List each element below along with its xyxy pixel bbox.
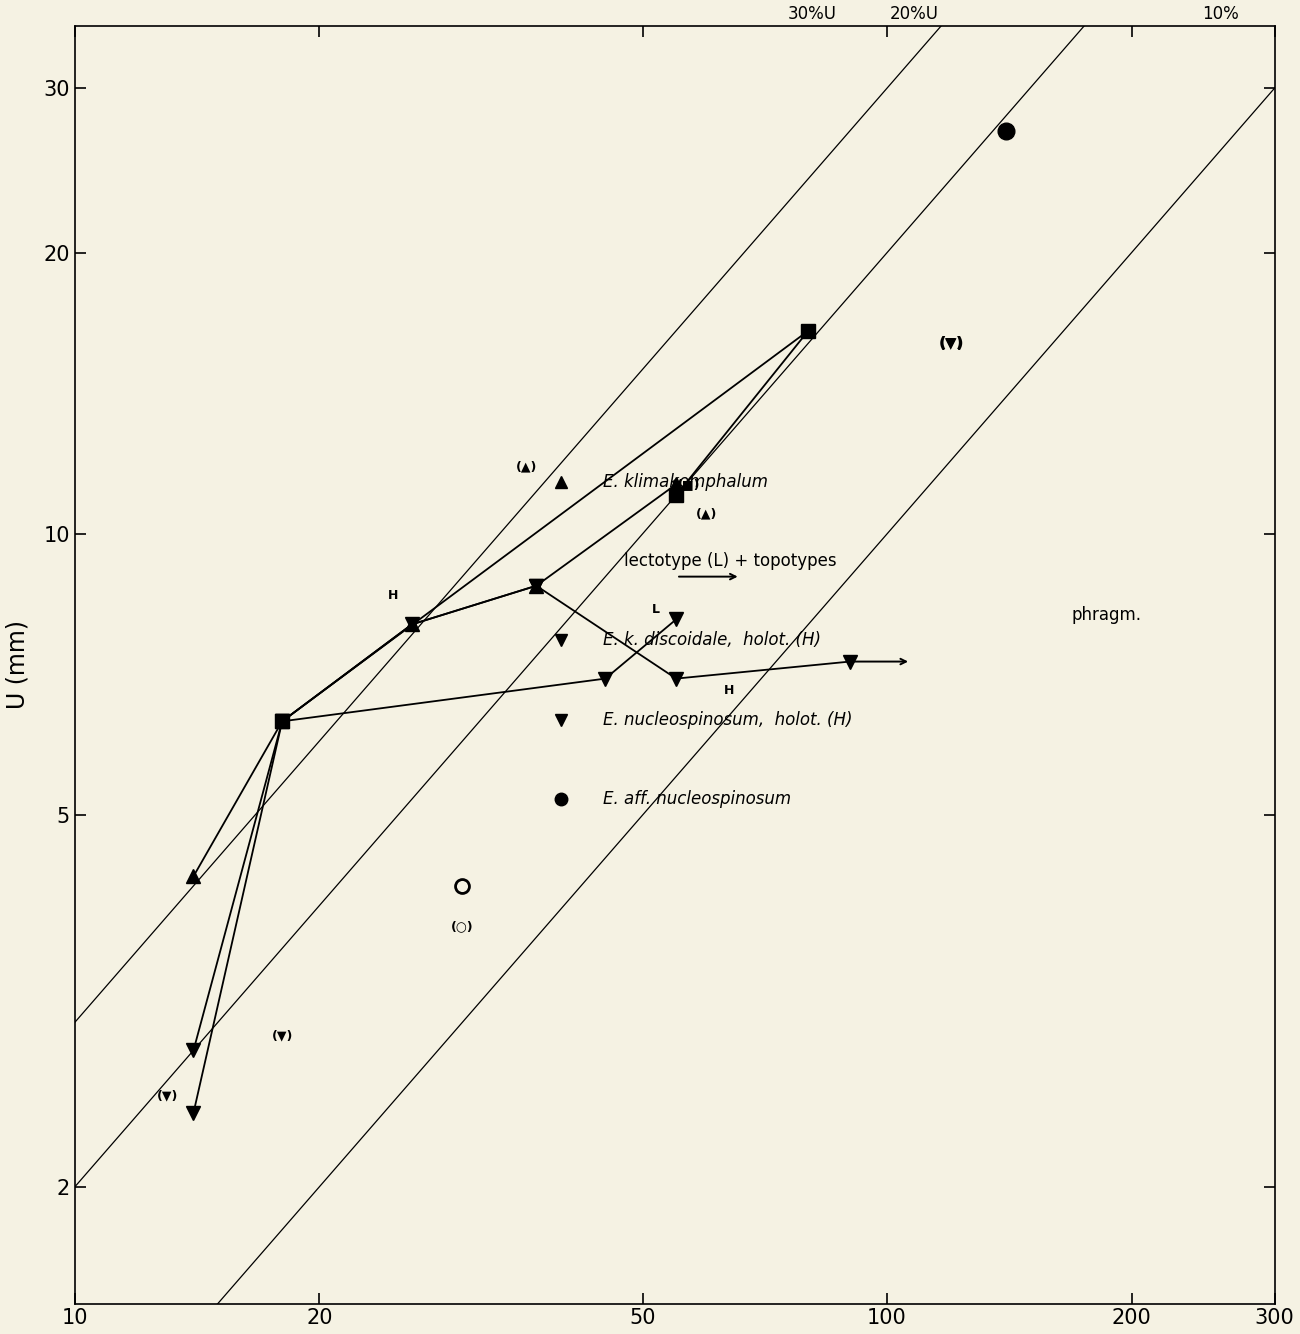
- Text: (▲): (▲): [697, 507, 718, 520]
- Text: H: H: [387, 588, 398, 602]
- Text: (▼): (▼): [940, 336, 963, 351]
- Text: (▼): (▼): [157, 1090, 178, 1103]
- Text: (▼): (▼): [272, 1030, 292, 1043]
- Text: 10%: 10%: [1202, 5, 1239, 23]
- Text: H: H: [724, 684, 734, 696]
- Text: (▲): (▲): [516, 460, 537, 474]
- Text: lectotype (L) + topotypes: lectotype (L) + topotypes: [603, 552, 836, 570]
- Text: (○): (○): [451, 920, 473, 932]
- Text: L: L: [653, 603, 660, 616]
- Text: E. nucleospinosum,  holot. (H): E. nucleospinosum, holot. (H): [603, 711, 853, 728]
- Text: 30%U: 30%U: [788, 5, 837, 23]
- Text: (▼): (▼): [939, 336, 965, 351]
- Text: phragm.: phragm.: [1071, 606, 1141, 624]
- Text: E. klimakomphalum: E. klimakomphalum: [603, 472, 768, 491]
- Text: E. k. discoidale,  holot. (H): E. k. discoidale, holot. (H): [603, 631, 820, 650]
- Text: 20%U: 20%U: [891, 5, 939, 23]
- Text: E. aff. nucleospinosum: E. aff. nucleospinosum: [603, 790, 790, 808]
- Text: (■): (■): [677, 478, 701, 491]
- Y-axis label: U (mm): U (mm): [5, 620, 30, 710]
